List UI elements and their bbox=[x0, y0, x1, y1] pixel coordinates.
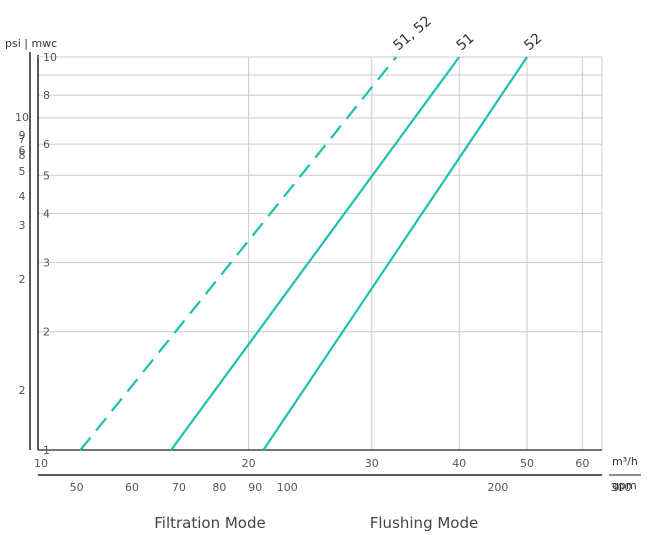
x-imperial-tick-label: 50 bbox=[70, 481, 84, 494]
flushing-mode-label: Flushing Mode bbox=[370, 514, 478, 532]
y-psi-tick-label: 2 bbox=[19, 384, 26, 397]
series-label: 52 bbox=[521, 30, 545, 54]
y-mwc-tick-label: 1 bbox=[43, 444, 50, 457]
y-mwc-tick-label: 10 bbox=[43, 51, 57, 64]
y-psi-tick-label: 7 bbox=[19, 133, 26, 146]
x-imperial-tick-label: 200 bbox=[487, 481, 508, 494]
y-unit-label: psi | mwc bbox=[5, 37, 57, 50]
y-mwc-tick-label: 2 bbox=[43, 326, 50, 339]
chart-frame bbox=[29, 52, 641, 476]
x-imperial-tick-label: 80 bbox=[212, 481, 226, 494]
series-line bbox=[262, 56, 528, 451]
x-metric-tick-label: 50 bbox=[520, 457, 534, 470]
x-metric-tick-label: 10 bbox=[34, 457, 48, 470]
y-psi-tick-label: 4 bbox=[19, 190, 26, 203]
x-metric-tick-label: 20 bbox=[242, 457, 256, 470]
x-imperial-tick-label: 70 bbox=[172, 481, 186, 494]
series-line bbox=[79, 56, 397, 451]
x-unit-metric: m³/h bbox=[612, 455, 638, 468]
y-mwc-tick-label: 4 bbox=[43, 207, 50, 220]
y-psi-tick-label: 9 bbox=[19, 129, 26, 142]
y-psi-tick-label: 2 bbox=[19, 273, 26, 286]
y-mwc-tick-label: 3 bbox=[43, 256, 50, 269]
filtration-mode-label: Filtration Mode bbox=[154, 514, 265, 532]
series-label: 51, 52 bbox=[390, 13, 434, 54]
x-metric-tick-label: 40 bbox=[452, 457, 466, 470]
y-psi-tick-label: 6 bbox=[19, 144, 26, 157]
x-metric-tick-label: 60 bbox=[575, 457, 589, 470]
y-mwc-tick-label: 6 bbox=[43, 138, 50, 151]
x-imperial-tick-label: 60 bbox=[125, 481, 139, 494]
x-imperial-tick-label: 100 bbox=[277, 481, 298, 494]
y-mwc-tick-label: 5 bbox=[43, 169, 50, 182]
x-metric-tick-label: 30 bbox=[365, 457, 379, 470]
series-line bbox=[170, 56, 461, 451]
x-imperial-tick-label: 90 bbox=[248, 481, 262, 494]
x-unit-imperial: gpm bbox=[612, 479, 637, 492]
series-label: 51 bbox=[453, 30, 477, 54]
x-imperial-tick-label: 300 bbox=[611, 481, 632, 494]
y-psi-tick-label: 8 bbox=[19, 149, 26, 162]
y-mwc-tick-label: 8 bbox=[43, 89, 50, 102]
y-psi-tick-label: 10 bbox=[15, 111, 29, 124]
grid bbox=[37, 56, 602, 451]
y-psi-tick-label: 3 bbox=[19, 219, 26, 232]
series-layer bbox=[79, 56, 528, 451]
y-psi-tick-label: 5 bbox=[19, 165, 26, 178]
